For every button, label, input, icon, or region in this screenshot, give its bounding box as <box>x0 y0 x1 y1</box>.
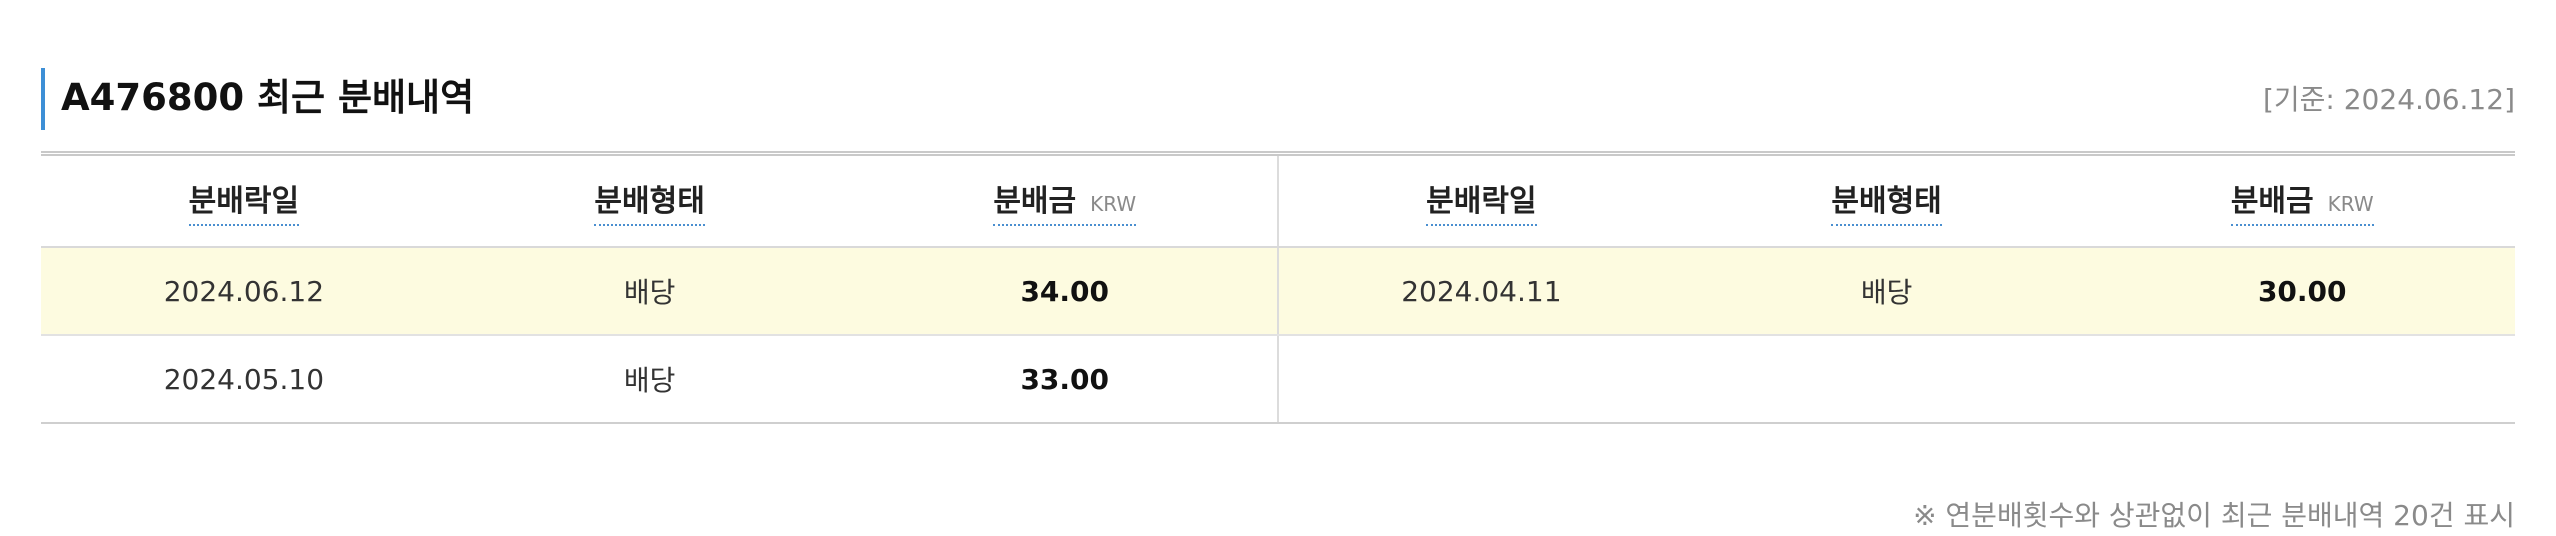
header-type-right[interactable]: 분배형태 <box>1683 156 2090 248</box>
distribution-history-section: A476800 최근 분배내역 [기준: 2024.06.12] 분배락일 분배… <box>41 60 2515 532</box>
header-amount-label[interactable]: 분배금 KRW <box>993 176 1137 226</box>
table-row: 2024.05.10 배당 33.00 <box>41 335 2515 424</box>
table-header-row: 분배락일 분배형태 분배금 KRW 분배락일 분배형태 분배금 <box>41 156 2515 248</box>
section-title: A476800 최근 분배내역 <box>61 76 475 119</box>
cell-ex-date <box>1276 335 1684 424</box>
base-date-label: [기준: 2024.06.12] <box>2262 83 2515 116</box>
distribution-table: 분배락일 분배형태 분배금 KRW 분배락일 분배형태 분배금 <box>41 156 2515 424</box>
header-amount-text: 분배금 <box>993 184 1077 219</box>
cell-ex-date: 2024.05.10 <box>41 335 447 424</box>
header-type-label[interactable]: 분배형태 <box>1831 176 1942 226</box>
cell-ex-date: 2024.06.12 <box>41 247 447 336</box>
header-ex-date-label[interactable]: 분배락일 <box>1426 176 1537 226</box>
header-amount-label[interactable]: 분배금 KRW <box>2230 176 2374 226</box>
header-ex-date-left[interactable]: 분배락일 <box>41 156 447 248</box>
header-type-left[interactable]: 분배형태 <box>446 156 853 248</box>
cell-type: 배당 <box>446 335 853 424</box>
header-amount-right[interactable]: 분배금 KRW <box>2089 156 2515 248</box>
header-type-label[interactable]: 분배형태 <box>594 176 705 226</box>
table-row: 2024.06.12 배당 34.00 2024.04.11 배당 30.00 <box>41 247 2515 336</box>
header-amount-unit: KRW <box>1090 192 1137 216</box>
header-amount-text: 분배금 <box>2230 184 2314 219</box>
cell-ex-date: 2024.04.11 <box>1276 247 1684 336</box>
footnote: ※ 연분배횟수와 상관없이 최근 분배내역 20건 표시 <box>1913 499 2515 532</box>
distribution-table-wrap: 분배락일 분배형태 분배금 KRW 분배락일 분배형태 분배금 <box>41 151 2515 424</box>
cell-amount <box>2089 335 2515 424</box>
cell-type: 배당 <box>1683 247 2090 336</box>
header-ex-date-label[interactable]: 분배락일 <box>188 176 300 226</box>
header-amount-left[interactable]: 분배금 KRW <box>852 156 1278 248</box>
title-accent-bar <box>41 68 45 130</box>
cell-type: 배당 <box>446 247 853 336</box>
section-header: A476800 최근 분배내역 [기준: 2024.06.12] <box>41 60 2515 140</box>
cell-amount: 30.00 <box>2089 247 2515 336</box>
cell-amount: 33.00 <box>852 335 1278 424</box>
cell-type <box>1683 335 2090 424</box>
cell-amount: 34.00 <box>852 247 1278 336</box>
header-amount-unit: KRW <box>2327 192 2374 216</box>
header-ex-date-right[interactable]: 분배락일 <box>1276 156 1684 248</box>
